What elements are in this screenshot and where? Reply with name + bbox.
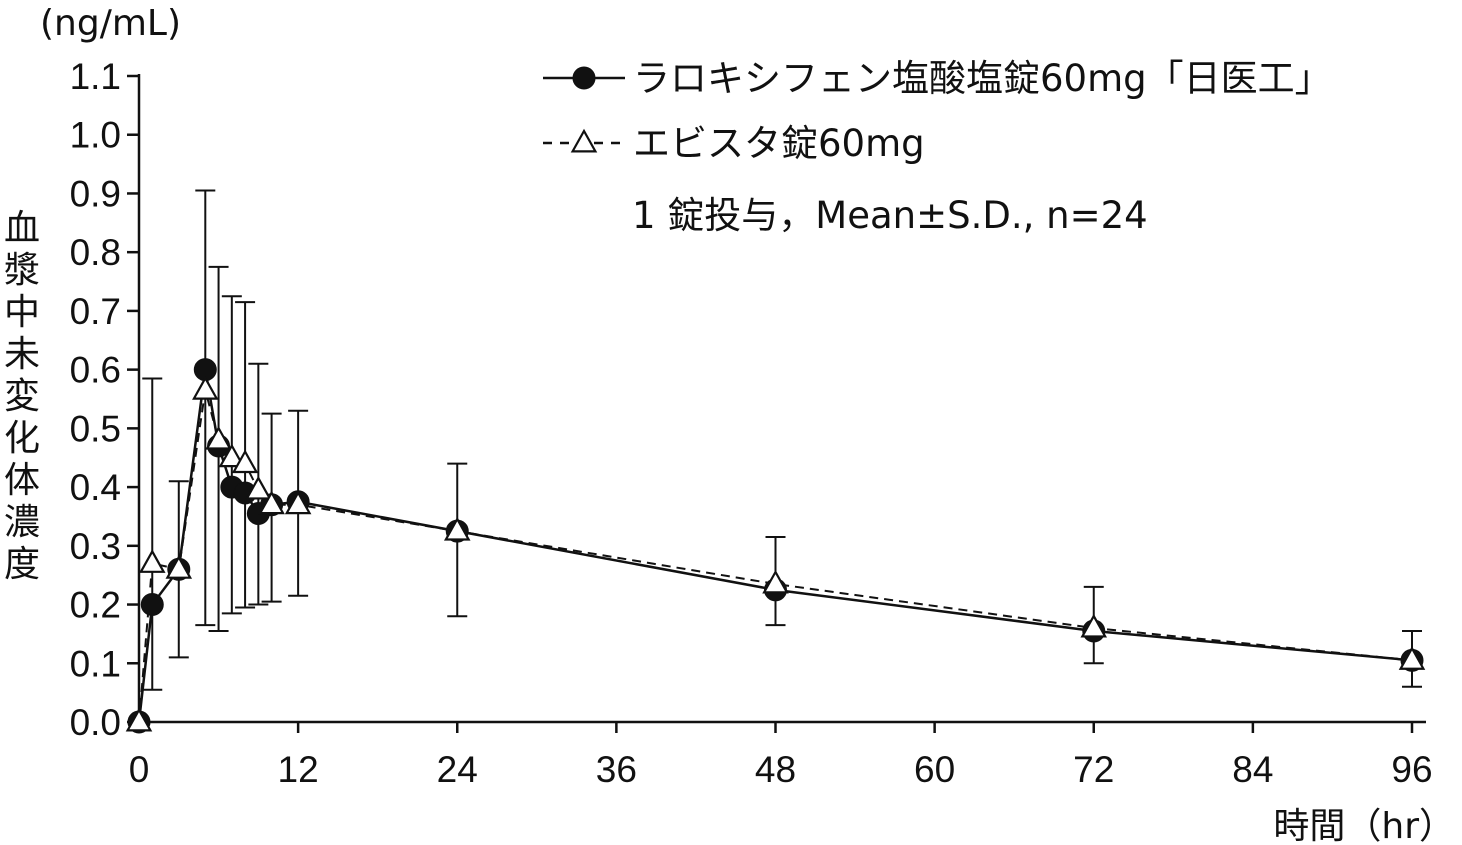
x-tick-label: 12 — [278, 749, 319, 790]
series-line-1 — [138, 389, 1413, 723]
x-ticks: 0 12 24 36 48 60 72 84 96 — [129, 722, 1433, 790]
y-tick-label: 0.9 — [70, 173, 121, 214]
x-tick-label: 24 — [437, 749, 478, 790]
data-point — [284, 490, 312, 515]
y-tick-label: 0.0 — [70, 702, 121, 743]
y-tick-label: 0.4 — [70, 467, 121, 508]
y-axis-label-char: 濃 — [4, 502, 40, 543]
y-axis-label-char: 血 — [4, 208, 40, 249]
legend: ラロキシフェン塩酸塩錠60mg「日医工」エビスタ錠60mg — [543, 57, 1332, 165]
data-point — [218, 443, 246, 468]
series-line-0 — [137, 369, 1413, 723]
series-markers-1 — [125, 375, 1426, 732]
data-point — [1080, 613, 1108, 638]
y-tick-label: 1.1 — [70, 56, 121, 97]
data-point — [125, 707, 153, 732]
y-axis-label-char: 化 — [4, 418, 40, 459]
y-ticks: 0.0 0.1 0.2 0.3 0.4 0.5 0.6 0.7 0.8 0.9 1.0 1.1 — [70, 56, 139, 743]
x-tick-label: 36 — [596, 749, 637, 790]
y-tick-label: 0.2 — [70, 585, 121, 626]
data-point — [1398, 646, 1426, 670]
y-tick-label: 0.7 — [70, 291, 121, 332]
x-tick-label: 72 — [1073, 749, 1114, 790]
y-axis-label-char: 未 — [4, 334, 40, 375]
y-axis-label-char: 度 — [4, 544, 40, 585]
y-unit-label: (ng/mL) — [40, 3, 181, 44]
y-axis-label-char: 中 — [4, 292, 40, 333]
y-tick-label: 0.3 — [70, 526, 121, 567]
data-point — [138, 549, 166, 573]
y-axis-label-char: 体 — [4, 460, 40, 501]
x-axis-label: 時間（hr） — [1273, 806, 1455, 845]
y-tick-label: 1.0 — [70, 115, 121, 156]
legend-label-1: エビスタ錠60mg — [633, 122, 925, 165]
x-tick-label: 96 — [1391, 749, 1432, 790]
axes — [137, 74, 1426, 724]
legend-marker-0 — [572, 66, 596, 90]
x-tick-label: 48 — [755, 749, 796, 790]
data-point — [258, 490, 285, 515]
y-axis-label-char: 漿 — [4, 250, 40, 291]
error-bars-series-1 — [168, 480, 189, 659]
data-point — [231, 449, 259, 474]
y-tick-label: 0.5 — [70, 408, 121, 449]
y-axis-label-char: 変 — [4, 376, 40, 417]
y-tick-label: 0.8 — [70, 232, 121, 273]
legend-marker-1 — [570, 128, 598, 153]
data-point — [165, 555, 193, 579]
series-layer — [125, 189, 1426, 734]
annotation-text: 1 錠投与，Mean±S.D., n=24 — [632, 194, 1148, 237]
data-point — [245, 475, 272, 500]
data-point — [443, 516, 471, 541]
y-tick-label: 0.1 — [70, 643, 121, 684]
x-tick-label: 60 — [914, 749, 955, 790]
y-tick-label: 0.6 — [70, 350, 121, 391]
data-point — [762, 569, 789, 594]
data-point — [140, 593, 164, 617]
x-tick-label: 0 — [129, 749, 150, 790]
legend-label-0: ラロキシフェン塩酸塩錠60mg「日医工」 — [633, 57, 1332, 100]
data-point — [192, 375, 219, 400]
error-bars-series-0 — [142, 189, 1422, 691]
x-tick-label: 84 — [1232, 749, 1273, 790]
data-point — [205, 425, 232, 450]
